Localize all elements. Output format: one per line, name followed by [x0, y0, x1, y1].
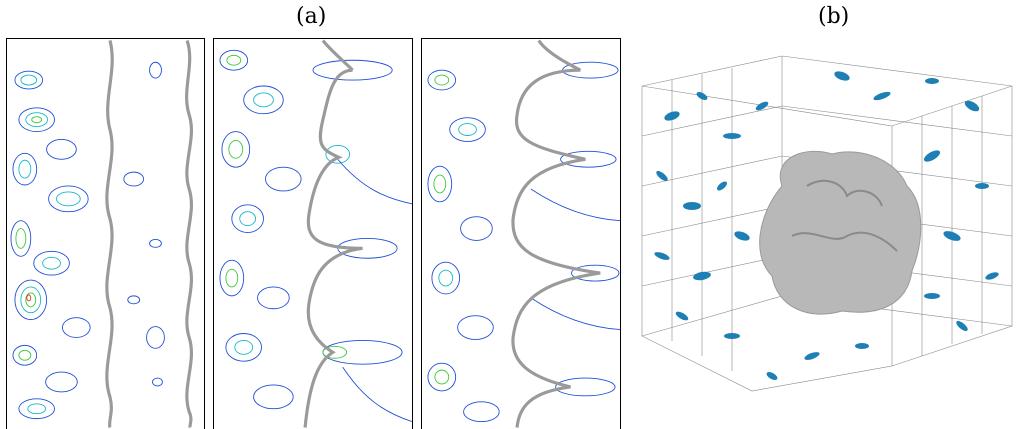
contour-panel-1: [6, 38, 205, 429]
interface-line-1a: [105, 40, 114, 429]
contour-panel-3: [421, 38, 621, 429]
interface-line-1b: [185, 39, 194, 429]
contour-plot-1: [10, 39, 194, 429]
droplet-shape: [759, 150, 922, 315]
interface-line-2: [303, 39, 363, 428]
droplet-fold-shading: [806, 179, 883, 207]
contour-plot-2: [219, 39, 412, 428]
interface-line-3: [511, 39, 601, 428]
vorticity-contours-3: [427, 61, 620, 423]
contour-panel-2: [213, 38, 413, 429]
vortex-blobs: [654, 71, 999, 380]
contour-plot-3: [427, 39, 620, 428]
figure-label-a: (a): [296, 4, 327, 29]
figure-label-b: (b): [818, 4, 850, 29]
vorticity-contours-2: [219, 49, 412, 423]
vortex-box-graphic: [641, 55, 1013, 392]
vorticity-contours-1: [10, 61, 165, 420]
droplet-3d-render: [632, 36, 1026, 429]
